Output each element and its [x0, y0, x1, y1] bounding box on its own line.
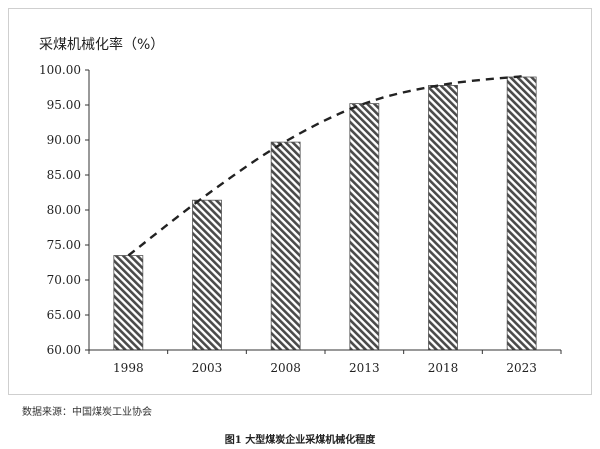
chart: 采煤机械化率（%） 60.00 65.00 70.00 75.00 80.00 85.00…: [39, 36, 562, 375]
x-tick-label: 1998: [113, 361, 144, 375]
source-note: 数据来源：中国煤炭工业协会: [22, 407, 152, 418]
bar-2023: [506, 76, 537, 351]
y-tick-label: 95.00: [47, 98, 81, 112]
trend-line: [127, 75, 522, 257]
x-tick-label: 2013: [349, 361, 380, 375]
x-tick-label: 2018: [428, 361, 459, 375]
y-tick-label: 100.00: [39, 63, 81, 77]
y-tick-label: 75.00: [47, 238, 81, 252]
bar-2018: [428, 85, 458, 351]
x-tick-label: 2008: [270, 361, 301, 375]
y-axis-label: 采煤机械化率（%）: [39, 36, 164, 53]
bar-2003: [192, 199, 222, 351]
x-tick-label: 2023: [506, 361, 537, 375]
y-tick-label: 90.00: [47, 133, 81, 147]
figure-caption: 图1 大型煤炭企业采煤机械化程度: [224, 435, 376, 446]
bar-1998: [113, 255, 144, 351]
y-tick-label: 80.00: [47, 203, 81, 217]
y-tick-label: 65.00: [47, 308, 81, 322]
y-tick-label: 60.00: [47, 343, 81, 357]
y-tick-label: 70.00: [47, 273, 81, 287]
y-tick-label: 85.00: [47, 168, 81, 182]
chart-frame: 采煤机械化率（%） 60.00 65.00 70.00 75.00 80.00 85.00…: [8, 8, 592, 395]
x-tick-label: 2003: [192, 361, 223, 375]
bar-2013: [349, 103, 380, 351]
bar-2008: [270, 141, 301, 351]
